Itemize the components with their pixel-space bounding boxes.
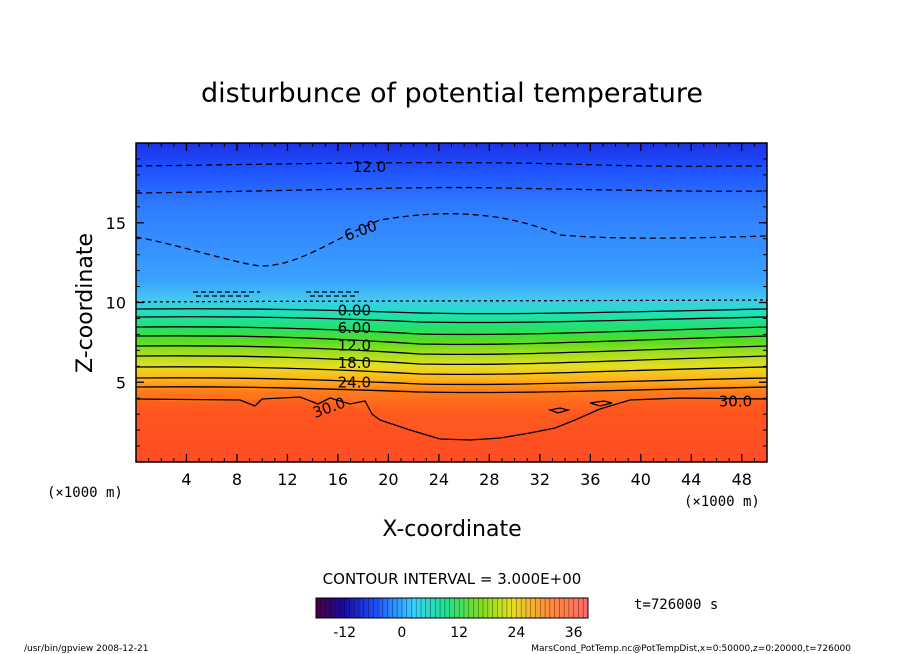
contour-label-text: 6.00 xyxy=(338,319,371,337)
colorbar-tick-label: 0 xyxy=(397,625,406,641)
x-tick-label: 40 xyxy=(631,470,651,489)
colorbar-tick-label: 12 xyxy=(450,625,468,641)
x-unit-left: (×1000 m) xyxy=(47,485,123,501)
colorbar-ticks: -12 0 12 24 36 xyxy=(333,625,582,641)
contour-interval-label: CONTOUR INTERVAL = 3.000E+00 xyxy=(323,570,582,588)
contour-label-text: 30.0 xyxy=(719,392,752,410)
contour-label-text: 18.0 xyxy=(338,354,371,372)
x-tick-label: 24 xyxy=(429,470,449,489)
time-label: t=726000 s xyxy=(634,597,718,613)
contour-label: 0.00 xyxy=(338,301,371,319)
y-tick-label: 5 xyxy=(116,373,126,392)
colorbar-tick-label: 36 xyxy=(565,625,583,641)
colorbar-tick-label: -12 xyxy=(333,625,356,641)
x-tick-label: 28 xyxy=(479,470,499,489)
x-tick-label: 48 xyxy=(732,470,752,489)
contour-label-text: 12.0 xyxy=(353,158,386,176)
contour-label-text: 12.0 xyxy=(338,337,371,355)
contour-label: 24.0 xyxy=(338,373,371,391)
x-axis-label: X-coordinate xyxy=(382,517,521,542)
x-tick-label: 44 xyxy=(681,470,701,489)
contour-label: 12.0 xyxy=(353,158,386,176)
contour-label: 6.00 xyxy=(338,319,371,337)
contour-label-text: 24.0 xyxy=(338,373,371,391)
colorbar xyxy=(316,598,588,618)
contour-label: 18.0 xyxy=(338,354,371,372)
y-tick-label: 15 xyxy=(106,214,126,233)
x-tick-label: 12 xyxy=(277,470,297,489)
x-tick-label: 32 xyxy=(530,470,550,489)
x-tick-label: 20 xyxy=(378,470,398,489)
chart-title: disturbunce of potential temperature xyxy=(201,78,703,109)
footer-right: MarsCond_PotTemp.nc@PotTempDist,x=0:5000… xyxy=(531,644,851,654)
x-tick-label: 36 xyxy=(580,470,600,489)
contour-label: 12.0 xyxy=(338,337,371,355)
contour-label: 30.0 xyxy=(719,392,752,410)
colorbar-tick-label: 24 xyxy=(508,625,526,641)
x-tick-label: 8 xyxy=(232,470,242,489)
x-tick-label: 4 xyxy=(181,470,191,489)
x-tick-label: 16 xyxy=(328,470,348,489)
y-axis-label: Z-coordinate xyxy=(73,233,98,373)
y-tick-label: 10 xyxy=(106,294,126,313)
footer-left: /usr/bin/gpview 2008-12-21 xyxy=(24,644,148,654)
x-unit-right: (×1000 m) xyxy=(684,494,760,510)
contour-label-text: 0.00 xyxy=(338,301,371,319)
